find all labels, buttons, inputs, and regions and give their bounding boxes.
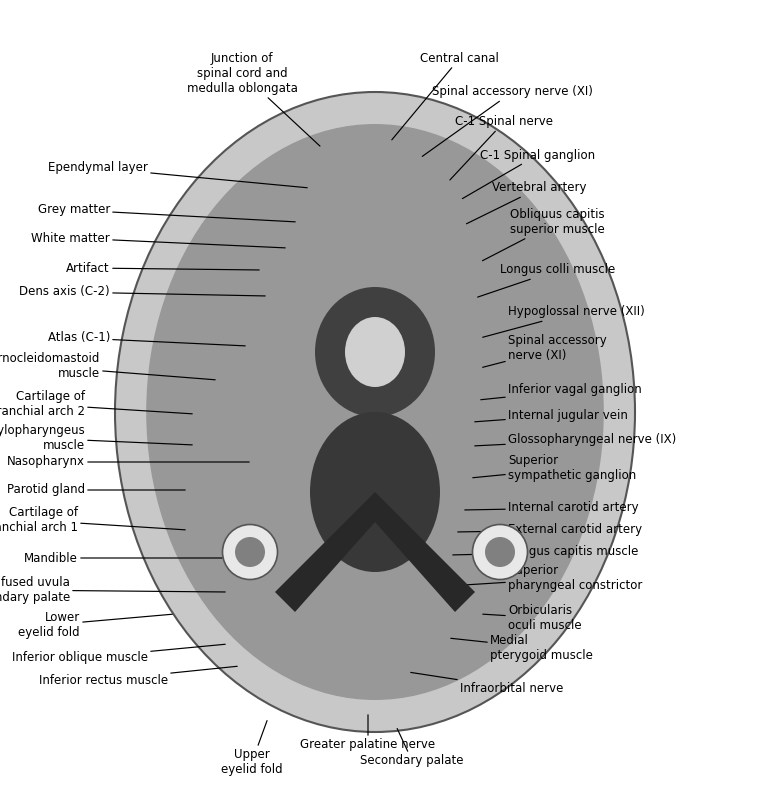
Text: Superior
pharyngeal constrictor: Superior pharyngeal constrictor [451, 564, 642, 592]
Text: Spinal accessory
nerve (XI): Spinal accessory nerve (XI) [483, 334, 607, 367]
Text: Unfused uvula
and secondary palate: Unfused uvula and secondary palate [0, 576, 225, 604]
Ellipse shape [472, 525, 528, 579]
Text: Longus capitis muscle: Longus capitis muscle [453, 546, 638, 558]
Text: Cartilage of
branchial arch 1: Cartilage of branchial arch 1 [0, 506, 185, 534]
Text: Internal carotid artery: Internal carotid artery [464, 502, 638, 514]
Text: Infraorbital nerve: Infraorbital nerve [411, 673, 564, 694]
Text: Central canal: Central canal [391, 52, 499, 140]
Ellipse shape [315, 287, 435, 417]
Text: Inferior vagal ganglion: Inferior vagal ganglion [481, 383, 642, 400]
Text: Parotid gland: Parotid gland [7, 483, 185, 497]
Text: Superior
sympathetic ganglion: Superior sympathetic ganglion [473, 454, 636, 482]
Text: Mandible: Mandible [24, 551, 222, 565]
Text: C-1 Spinal ganglion: C-1 Spinal ganglion [462, 149, 595, 198]
Text: Medial
pterygoid muscle: Medial pterygoid muscle [451, 634, 593, 662]
Text: Vertebral artery: Vertebral artery [467, 182, 587, 224]
Text: Inferior rectus muscle: Inferior rectus muscle [39, 666, 237, 686]
Ellipse shape [310, 412, 440, 572]
Text: Lower
eyelid fold: Lower eyelid fold [18, 611, 172, 639]
Text: C-1 Spinal nerve: C-1 Spinal nerve [450, 115, 553, 180]
Text: Nasopharynx: Nasopharynx [7, 455, 249, 469]
Ellipse shape [235, 537, 265, 567]
Text: Orbicularis
oculi muscle: Orbicularis oculi muscle [483, 604, 581, 632]
Text: Longus colli muscle: Longus colli muscle [478, 263, 615, 297]
Text: Atlas (C-1): Atlas (C-1) [48, 331, 245, 346]
Text: Obliquus capitis
superior muscle: Obliquus capitis superior muscle [482, 208, 604, 261]
Text: Junction of
spinal cord and
medulla oblongata: Junction of spinal cord and medulla oblo… [187, 52, 320, 146]
Text: Spinal accessory nerve (XI): Spinal accessory nerve (XI) [422, 86, 593, 156]
Text: Internal jugular vein: Internal jugular vein [474, 409, 628, 422]
Text: Grey matter: Grey matter [38, 203, 295, 222]
Text: Artifact: Artifact [66, 262, 259, 274]
Ellipse shape [345, 317, 405, 387]
Text: Dens axis (C-2): Dens axis (C-2) [19, 286, 265, 298]
Ellipse shape [115, 92, 635, 732]
Ellipse shape [146, 124, 604, 700]
Text: Stylopharyngeus
muscle: Stylopharyngeus muscle [0, 424, 192, 452]
Text: Inferior oblique muscle: Inferior oblique muscle [12, 644, 225, 665]
Text: White matter: White matter [32, 231, 285, 248]
Text: External carotid artery: External carotid artery [458, 523, 642, 537]
Polygon shape [275, 492, 475, 612]
Text: Cartilage of
branchial arch 2: Cartilage of branchial arch 2 [0, 390, 192, 418]
Text: Greater palatine nerve: Greater palatine nerve [301, 714, 435, 751]
Ellipse shape [222, 525, 278, 579]
Text: Upper
eyelid fold: Upper eyelid fold [221, 721, 283, 776]
Text: Secondary palate: Secondary palate [360, 729, 464, 767]
Text: Glossopharyngeal nerve (IX): Glossopharyngeal nerve (IX) [474, 434, 676, 446]
Text: Ependymal layer: Ependymal layer [48, 162, 308, 188]
Ellipse shape [485, 537, 515, 567]
Text: Hypoglossal nerve (XII): Hypoglossal nerve (XII) [483, 306, 644, 338]
Text: Sternocleidomastoid
muscle: Sternocleidomastoid muscle [0, 352, 215, 380]
